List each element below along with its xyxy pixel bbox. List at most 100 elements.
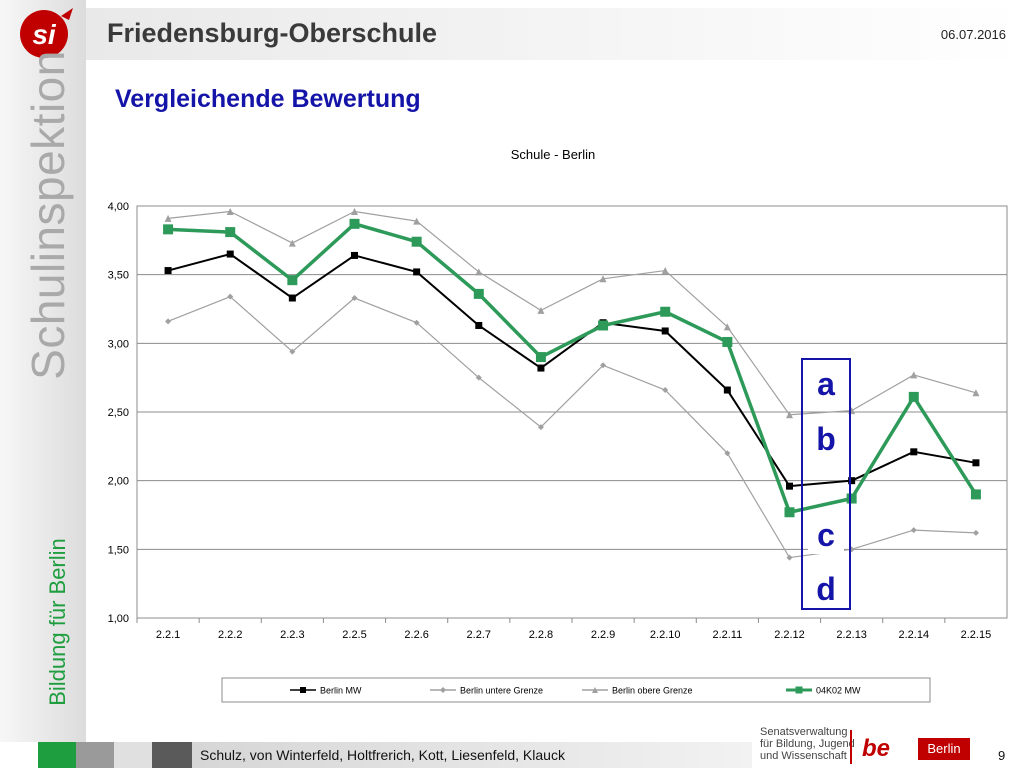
si-logo: si [20, 8, 73, 58]
data-point [227, 293, 234, 300]
date-label: 06.07.2016 [940, 27, 1006, 42]
data-point [723, 323, 731, 331]
sidebar-vertical-title: Schulinspektion [22, 50, 74, 380]
data-point [411, 236, 422, 247]
footer-gray-block-3 [152, 742, 192, 768]
annotation-letter: a [817, 366, 835, 402]
footer-gray-block-1 [76, 742, 114, 768]
data-point [226, 207, 234, 215]
data-point [972, 389, 980, 397]
data-point [846, 493, 857, 504]
legend-marker [440, 687, 446, 693]
x-tick-label: 2.2.3 [280, 629, 304, 641]
series-line-0 [167, 253, 977, 488]
x-tick-label: 2.2.9 [591, 629, 615, 641]
data-point [351, 251, 358, 259]
data-point [475, 321, 483, 329]
data-point [535, 352, 546, 363]
y-tick-label: 1,50 [108, 544, 129, 556]
data-point [165, 318, 172, 325]
data-point [786, 411, 793, 419]
data-point [413, 268, 421, 276]
data-point [661, 327, 669, 335]
data-point [413, 217, 421, 225]
legend-label: 04K02 MW [816, 686, 861, 696]
school-title: Friedensburg-Oberschule [107, 18, 438, 48]
data-point [537, 364, 545, 372]
senat-line-1: Senatsverwaltung [760, 726, 848, 738]
data-point [848, 477, 856, 485]
senat-separator [850, 730, 852, 764]
line-chart: Schule - Berlin 1,00 1,50 2,00 2,50 3,00 3,50 4… [108, 147, 1008, 703]
section-title: Vergleichende Bewertung [115, 85, 421, 113]
data-point [910, 527, 917, 534]
sidebar [0, 0, 86, 742]
y-tick-label: 2,00 [108, 476, 129, 488]
header-bar [86, 8, 1024, 60]
legend-marker [300, 687, 306, 693]
x-tick-label: 2.2.10 [650, 629, 681, 641]
data-point [351, 295, 358, 302]
data-point [722, 336, 733, 347]
data-point [910, 448, 918, 456]
sidebar-vertical-subtitle: Bildung für Berlin [45, 538, 70, 706]
x-tick-label: 2.2.2 [218, 629, 242, 641]
data-point [786, 554, 793, 561]
annotation-letter: c [817, 517, 835, 553]
y-tick-label: 4,00 [108, 201, 129, 213]
annotation-letter-bg [808, 572, 844, 608]
x-tick-label: 2.2.13 [836, 629, 867, 641]
logo-text: si [32, 19, 57, 50]
data-point [289, 348, 296, 355]
authors-text: Schulz, von Winterfeld, Holtfrerich, Kot… [200, 747, 565, 763]
data-point [226, 250, 234, 258]
data-point [599, 275, 607, 283]
data-point [600, 362, 607, 369]
data-point [225, 227, 236, 238]
x-tick-label: 2.2.15 [961, 629, 992, 641]
x-tick-label: 2.2.11 [712, 629, 742, 641]
x-tick-label: 2.2.14 [898, 629, 929, 641]
data-point [908, 391, 919, 402]
y-tick-label: 3,50 [108, 270, 129, 282]
annotation-letter-bg [808, 367, 844, 403]
data-point [661, 267, 669, 275]
legend-label: Berlin obere Grenze [612, 686, 693, 696]
legend-label: Berlin MW [320, 686, 362, 696]
data-point [972, 529, 979, 536]
legend-marker [592, 687, 598, 693]
annotation-letter: b [816, 421, 836, 457]
legend-marker [795, 686, 803, 694]
data-point [475, 268, 483, 276]
data-point [724, 450, 731, 457]
annotation-letter-bg [808, 518, 844, 554]
data-point [537, 424, 544, 431]
annotation-box [801, 358, 851, 610]
data-point [288, 239, 296, 247]
data-point [910, 371, 918, 379]
chart-title: Schule - Berlin [511, 147, 596, 162]
x-tick-label: 2.2.8 [529, 629, 553, 641]
data-point [288, 294, 296, 302]
series-line-1 [167, 296, 976, 559]
y-tick-label: 1,00 [108, 613, 129, 625]
senat-line-3: und Wissenschaft [760, 750, 847, 762]
footer-bar [192, 742, 752, 768]
page-number: 9 [998, 748, 1006, 763]
senat-line-2: für Bildung, Jugend [760, 738, 855, 750]
data-point [662, 387, 669, 394]
annotation-letter: d [816, 571, 836, 607]
data-point [660, 306, 671, 317]
x-tick-label: 2.2.6 [404, 629, 428, 641]
data-point [972, 459, 980, 467]
legend-label: Berlin untere Grenze [460, 686, 543, 696]
x-tick-label: 2.2.5 [342, 629, 366, 641]
data-point [475, 374, 482, 381]
x-tick-label: 2.2.1 [156, 629, 180, 641]
data-point [164, 267, 172, 275]
data-point [351, 207, 358, 215]
data-point [163, 224, 174, 235]
x-tick-label: 2.2.12 [774, 629, 805, 641]
series-line-2 [168, 210, 977, 416]
data-point [784, 507, 795, 518]
